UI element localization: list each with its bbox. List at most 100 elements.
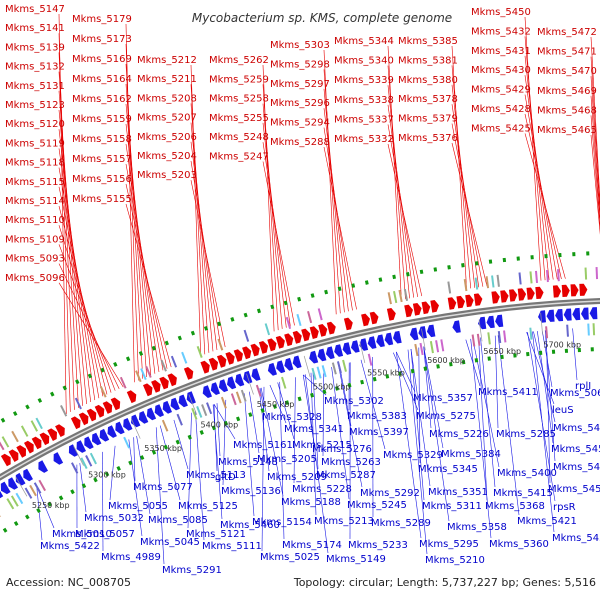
reverse-gene-connector (258, 388, 270, 472)
reverse-gene-label: Mkms_5188 (281, 497, 341, 508)
forward-gene-label: Mkms_5211 (137, 74, 197, 85)
reverse-gene-arrow (284, 357, 294, 371)
marker-dot (256, 308, 261, 314)
marker-dot (217, 321, 222, 327)
feature-mark (503, 330, 507, 343)
forward-gene-connector (323, 88, 345, 313)
reverse-gene-label: Mkms_5263 (321, 457, 381, 468)
forward-gene-arrow (217, 354, 227, 368)
forward-gene-arrow (447, 297, 457, 310)
reverse-gene-connector (249, 391, 260, 454)
reverse-gene-arrow (546, 309, 555, 322)
forward-gene-label: Mkms_5206 (137, 132, 197, 143)
reverse-gene-label: Mkms_5445 (553, 462, 600, 473)
reverse-gene-connector (36, 486, 43, 541)
reverse-gene-label: Mkms_5453 (551, 444, 600, 455)
feature-mark (230, 393, 237, 406)
forward-gene-connector (590, 134, 600, 235)
reverse-gene-arrow (154, 404, 164, 417)
forward-gene-arrow (143, 383, 153, 397)
forward-gene-arrow (70, 416, 81, 430)
reverse-gene-arrow (84, 436, 94, 450)
reverse-gene-label: Mkms_5032 (84, 513, 144, 524)
reverse-gene-connector (293, 377, 296, 484)
feature-mark (342, 359, 347, 372)
feature-mark (60, 404, 68, 417)
feature-mark (398, 289, 403, 303)
forward-gene-arrow (456, 295, 465, 309)
reverse-gene-arrow (8, 477, 18, 490)
marker-dot (75, 379, 80, 385)
reverse-gene-connector (212, 404, 223, 520)
forward-gene-arrow (8, 449, 19, 462)
marker-dot (81, 483, 87, 489)
marker-dot (260, 408, 265, 413)
marker-dot (100, 367, 105, 373)
accession-text: Accession: NC_008705 (6, 576, 131, 589)
feature-mark (529, 271, 533, 284)
forward-gene-connector (524, 16, 542, 281)
marker-dot (163, 444, 169, 450)
marker-dot (310, 293, 315, 298)
forward-gene-arrow (86, 408, 97, 422)
marker-dot (230, 316, 235, 322)
marker-dot (70, 489, 75, 495)
forward-gene-label: Mkms_5158 (72, 134, 132, 145)
forward-gene-connector (323, 69, 341, 314)
marker-dot (449, 361, 453, 367)
tick-label: 5250 kbp (32, 501, 70, 510)
forward-gene-label: Mkms_5115 (5, 177, 65, 188)
marker-dot (461, 359, 466, 365)
feature-mark (414, 343, 419, 357)
reverse-gene-arrow (123, 418, 133, 431)
forward-gene-label: Mkms_5298 (270, 59, 330, 70)
tick-line (188, 394, 198, 416)
reverse-gene-label: Mkms_5045 (140, 537, 200, 548)
forward-gene-connector (125, 203, 172, 368)
reverse-gene-arrow (572, 307, 581, 321)
reverse-gene-label: Mkms_5285 (496, 429, 556, 440)
forward-gene-label: Mkms_5203 (137, 170, 197, 181)
feature-mark (24, 487, 33, 499)
forward-gene-label: Mkms_5118 (5, 158, 65, 169)
reverse-gene-label: Mkms_5357 (413, 393, 473, 404)
forward-gene-connector (125, 183, 168, 369)
feature-mark (0, 441, 5, 451)
forward-gene-label: Mkms_5157 (72, 154, 132, 165)
feature-mark (6, 498, 15, 510)
forward-gene-label: Mkms_5379 (398, 114, 458, 125)
marker-dot (360, 379, 365, 385)
reverse-gene-connector (261, 386, 265, 552)
reverse-gene-arrow (202, 385, 212, 398)
feature-mark (393, 290, 398, 304)
feature-mark (545, 269, 549, 283)
forward-gene-arrow (284, 333, 294, 347)
reverse-gene-label: Mkms_5345 (418, 464, 478, 475)
feature-mark (296, 313, 302, 327)
forward-gene-label: Mkms_5428 (471, 104, 531, 115)
reverse-gene-label: Mkms_5351 (428, 487, 488, 498)
feature-mark (135, 370, 142, 383)
forward-gene-label: Mkms_5344 (334, 36, 394, 47)
feature-mark (264, 323, 271, 336)
reverse-gene-label: Mkms_5455 (548, 484, 600, 495)
reverse-gene-connector (244, 393, 255, 517)
reverse-gene-arrow (107, 425, 117, 438)
forward-gene-arrow (500, 290, 509, 303)
reverse-gene-arrow (418, 326, 427, 339)
reverse-gene-arrow (538, 310, 546, 323)
reverse-gene-arrow (23, 468, 33, 482)
marker-dot (58, 495, 64, 501)
marker-dot (297, 296, 302, 302)
marker-dot (378, 277, 383, 282)
forward-gene-arrow (343, 317, 353, 331)
feature-mark (435, 340, 440, 353)
reverse-gene-arrow (555, 309, 564, 322)
feature-mark (235, 391, 242, 404)
reverse-gene-arrow (210, 382, 220, 395)
forward-gene-label: Mkms_5471 (537, 47, 597, 58)
reverse-gene-label: Mkms_5245 (347, 500, 407, 511)
forward-gene-label: Mkms_5381 (398, 55, 458, 66)
feature-mark (476, 333, 481, 346)
